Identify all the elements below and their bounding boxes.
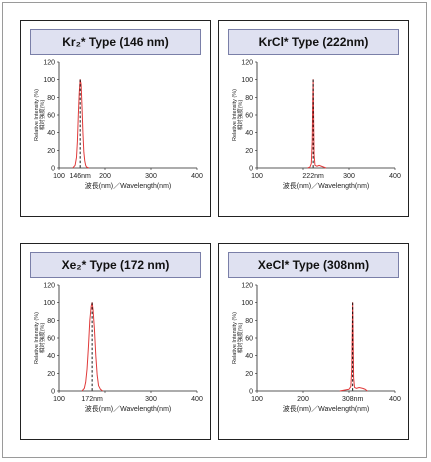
y-axis-label-jp: 相対強度(%) bbox=[38, 100, 46, 131]
y-tick-label: 0 bbox=[51, 166, 55, 173]
y-tick-label: 40 bbox=[47, 130, 55, 137]
x-tick-label: 100 bbox=[251, 173, 263, 180]
y-tick-label: 20 bbox=[47, 148, 55, 155]
x-tick-label: 100 bbox=[251, 396, 263, 403]
y-tick-label: 60 bbox=[47, 113, 55, 120]
y-axis-label: Relative Intensity (%) bbox=[34, 312, 40, 364]
panel-kr2: Kr₂* Type (146 nm) 0 20 40 60 80 100 120 100 200… bbox=[20, 20, 211, 217]
y-tick-label: 120 bbox=[43, 60, 55, 67]
y-tick-label: 60 bbox=[47, 336, 55, 343]
x-axis-label: 波長(nm)／Wavelength(nm) bbox=[85, 404, 171, 413]
x-axis-label: 波長(nm)／Wavelength(nm) bbox=[283, 181, 369, 190]
spectrum-curve bbox=[81, 302, 104, 392]
peak-wavelength-label: 146nm bbox=[69, 173, 91, 180]
y-axis-label: Relative Intensity (%) bbox=[232, 89, 238, 141]
y-tick-label: 40 bbox=[245, 130, 253, 137]
y-axis-label: Relative Intensity (%) bbox=[34, 89, 40, 141]
y-tick-label: 40 bbox=[245, 353, 253, 360]
y-tick-label: 100 bbox=[43, 77, 55, 84]
x-tick-label: 200 bbox=[99, 173, 111, 180]
spectrum-chart: 0 20 40 60 80 100 120 100 300 400 172nm Relative In… bbox=[34, 283, 203, 414]
x-axis-label: 波長(nm)／Wavelength(nm) bbox=[85, 181, 171, 190]
panel-xecl: XeCl* Type (308nm) 0 20 40 60 80 100 120 100 200… bbox=[218, 243, 409, 440]
y-tick-label: 80 bbox=[47, 318, 55, 325]
y-tick-label: 100 bbox=[241, 77, 253, 84]
spectrum-chart: 0 20 40 60 80 100 120 100 300 400 222nm Relative In… bbox=[232, 60, 401, 191]
x-tick-label: 300 bbox=[145, 173, 157, 180]
x-tick-label: 400 bbox=[389, 173, 401, 180]
y-tick-label: 80 bbox=[47, 95, 55, 102]
y-axis-label-jp: 相対強度(%) bbox=[236, 100, 244, 131]
x-axis-label: 波長(nm)／Wavelength(nm) bbox=[283, 404, 369, 413]
panel-xe2: Xe₂* Type (172 nm) 0 20 40 60 80 100 120 100 300… bbox=[20, 243, 211, 440]
y-axis-label-jp: 相対強度(%) bbox=[236, 323, 244, 354]
y-tick-label: 60 bbox=[245, 113, 253, 120]
x-tick-label: 100 bbox=[53, 173, 65, 180]
spectrum-curve bbox=[339, 302, 368, 392]
y-tick-label: 20 bbox=[245, 148, 253, 155]
peak-wavelength-label: 308nm bbox=[342, 396, 364, 403]
spectrum-chart: 0 20 40 60 80 100 120 100 200 300 400 146nm Relative… bbox=[34, 60, 203, 191]
panel-title: XeCl* Type (308nm) bbox=[228, 252, 399, 278]
figure-frame bbox=[2, 2, 427, 458]
panel-title: KrCl* Type (222nm) bbox=[228, 29, 399, 55]
y-tick-label: 0 bbox=[51, 389, 55, 396]
y-tick-label: 20 bbox=[47, 371, 55, 378]
y-tick-label: 100 bbox=[43, 300, 55, 307]
spectrum-curve bbox=[307, 79, 327, 169]
y-tick-label: 120 bbox=[241, 60, 253, 67]
y-tick-label: 0 bbox=[249, 166, 253, 173]
x-tick-label: 400 bbox=[389, 396, 401, 403]
panel-title: Xe₂* Type (172 nm) bbox=[30, 252, 201, 278]
y-tick-label: 20 bbox=[245, 371, 253, 378]
x-tick-label: 300 bbox=[343, 173, 355, 180]
peak-wavelength-label: 172nm bbox=[81, 396, 103, 403]
y-tick-label: 120 bbox=[43, 283, 55, 290]
panel-title: Kr₂* Type (146 nm) bbox=[30, 29, 201, 55]
y-tick-label: 40 bbox=[47, 353, 55, 360]
y-tick-label: 60 bbox=[245, 336, 253, 343]
y-axis-label: Relative Intensity (%) bbox=[232, 312, 238, 364]
x-tick-label: 400 bbox=[191, 173, 203, 180]
spectrum-curve bbox=[72, 79, 90, 169]
y-tick-label: 80 bbox=[245, 318, 253, 325]
spectrum-chart: 0 20 40 60 80 100 120 100 200 400 308nm Relative In… bbox=[232, 283, 401, 414]
x-tick-label: 200 bbox=[297, 396, 309, 403]
panel-krcl: KrCl* Type (222nm) 0 20 40 60 80 100 120 100 300… bbox=[218, 20, 409, 217]
y-tick-label: 100 bbox=[241, 300, 253, 307]
x-tick-label: 400 bbox=[191, 396, 203, 403]
x-tick-label: 300 bbox=[145, 396, 157, 403]
x-tick-label: 100 bbox=[53, 396, 65, 403]
y-tick-label: 80 bbox=[245, 95, 253, 102]
y-axis-label-jp: 相対強度(%) bbox=[38, 323, 46, 354]
y-tick-label: 0 bbox=[249, 389, 253, 396]
y-tick-label: 120 bbox=[241, 283, 253, 290]
peak-wavelength-label: 222nm bbox=[302, 173, 324, 180]
